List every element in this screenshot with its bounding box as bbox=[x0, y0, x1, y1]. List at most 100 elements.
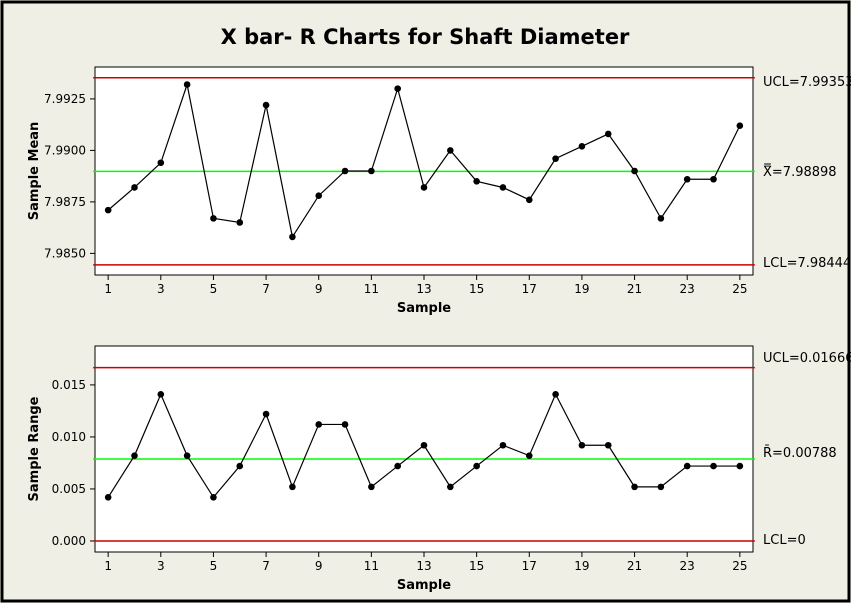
range-x-axis-label: Sample bbox=[397, 578, 451, 593]
range-x-tick-label: 11 bbox=[364, 559, 379, 573]
range-data-point bbox=[131, 452, 138, 459]
xbar-x-tick-label: 23 bbox=[680, 282, 695, 296]
xbar-data-point bbox=[552, 155, 559, 162]
xbar-data-point bbox=[631, 167, 638, 175]
chart-title: X bar- R Charts for Shaft Diameter bbox=[221, 25, 630, 49]
xbar-data-point bbox=[262, 101, 270, 109]
xbar-reference-lines bbox=[93, 76, 755, 266]
xbar-y-tick-label: 7.9875 bbox=[44, 195, 86, 209]
range-reference-lines bbox=[93, 366, 755, 542]
range-lcl-label: LCL=0 bbox=[763, 533, 806, 548]
range-data-point bbox=[525, 452, 533, 459]
xbar-x-tick-label: 9 bbox=[315, 282, 323, 296]
xbar-axis-ticks: 1 3 5 7 9 11 13 15 17 19 21 23 257.98507.98757.99007… bbox=[44, 92, 747, 296]
range-data-point bbox=[104, 493, 112, 501]
xbar-y-tick-label: 7.9900 bbox=[44, 143, 86, 157]
range-x-tick-label: 5 bbox=[210, 559, 218, 573]
xbar-y-axis-label: Sample Mean bbox=[27, 122, 42, 221]
xbar-data-point bbox=[315, 192, 323, 200]
xbar-data-point bbox=[736, 122, 744, 129]
range-data-point bbox=[315, 421, 323, 428]
range-y-tick-label: 0.015 bbox=[52, 378, 86, 392]
xbar-data-point bbox=[341, 167, 349, 175]
xbar-x-tick-label: 3 bbox=[157, 282, 165, 296]
xbar-data-point bbox=[473, 177, 480, 185]
xbar-data-point bbox=[183, 81, 191, 88]
range-x-tick-label: 21 bbox=[627, 559, 642, 573]
xbar-lcl-label: LCL=7.98444 bbox=[763, 256, 851, 271]
range-data-point bbox=[631, 483, 638, 491]
range-plot-area bbox=[94, 345, 754, 553]
xbar-data-point bbox=[104, 206, 112, 214]
range-x-tick-label: 7 bbox=[262, 559, 270, 573]
range-x-tick-label: 25 bbox=[732, 559, 747, 573]
xbar-chart-panel: 1 3 5 7 9 11 13 15 17 19 21 23 257.98507.98757.99007… bbox=[27, 66, 851, 316]
xbar-data-point bbox=[683, 175, 691, 183]
range-data-point bbox=[578, 441, 586, 449]
xbar-data-point bbox=[578, 142, 586, 150]
range-data-point bbox=[289, 483, 296, 491]
range-data-point bbox=[683, 462, 691, 470]
range-data-point bbox=[368, 483, 375, 491]
range-data-point bbox=[394, 462, 401, 470]
range-data-point bbox=[710, 462, 717, 470]
range-data-point bbox=[210, 493, 217, 501]
xbar-data-point bbox=[525, 196, 533, 204]
xbar-data-point bbox=[710, 175, 717, 183]
range-x-tick-label: 17 bbox=[522, 559, 537, 573]
xbar-x-axis-label: Sample bbox=[397, 301, 451, 316]
range-y-tick-label: 0.010 bbox=[52, 430, 86, 444]
range-y-tick-label: 0.005 bbox=[52, 482, 86, 496]
xbar-series bbox=[104, 81, 744, 241]
range-data-point bbox=[447, 483, 454, 491]
range-chart-panel: 1 3 5 7 9 11 13 15 17 19 21 23 250.0000.0050.0100.01… bbox=[27, 345, 851, 593]
xbar-x-tick-label: 13 bbox=[416, 282, 431, 296]
range-data-point bbox=[157, 390, 165, 398]
xbar-data-point bbox=[236, 219, 244, 226]
xbar-ucl-label: UCL=7.99353 bbox=[763, 75, 851, 90]
range-y-tick-label: 0.000 bbox=[52, 534, 86, 548]
xbar-data-point bbox=[394, 85, 401, 92]
range-x-tick-label: 23 bbox=[680, 559, 695, 573]
xbar-data-point bbox=[131, 184, 138, 191]
range-y-axis-label: Sample Range bbox=[27, 396, 42, 501]
range-data-point bbox=[420, 441, 428, 449]
xbar-x-tick-label: 1 bbox=[104, 282, 112, 296]
xbar-y-tick-label: 7.9925 bbox=[44, 92, 86, 106]
range-data-point bbox=[552, 390, 559, 398]
xbar-x-tick-label: 11 bbox=[364, 282, 379, 296]
xbar-x-tick-label: 7 bbox=[262, 282, 270, 296]
xbar-data-point bbox=[657, 215, 665, 222]
xbar-data-point bbox=[447, 147, 454, 154]
xbar-x-tick-label: 21 bbox=[627, 282, 642, 296]
range-x-tick-label: 9 bbox=[315, 559, 323, 573]
range-data-point bbox=[183, 452, 191, 459]
xbar-x-tick-label: 5 bbox=[210, 282, 218, 296]
range-data-point bbox=[499, 441, 507, 449]
range-axis-ticks: 1 3 5 7 9 11 13 15 17 19 21 23 250.0000.0050.0100.01… bbox=[52, 378, 748, 573]
xbar-center-label: X̿=7.98898 bbox=[763, 164, 837, 180]
range-data-point bbox=[236, 462, 244, 470]
xbar-data-point bbox=[157, 159, 165, 167]
range-data-point bbox=[736, 462, 744, 470]
xbar-x-tick-label: 17 bbox=[522, 282, 537, 296]
range-center-label: R̄=0.00788 bbox=[763, 446, 837, 461]
xbar-x-tick-label: 19 bbox=[574, 282, 589, 296]
xbar-data-point bbox=[604, 130, 612, 138]
range-x-tick-label: 19 bbox=[574, 559, 589, 573]
range-data-point bbox=[262, 410, 270, 418]
xbar-data-point bbox=[420, 184, 428, 191]
range-x-tick-label: 15 bbox=[469, 559, 484, 573]
xbar-data-point bbox=[210, 215, 217, 222]
range-data-point bbox=[657, 483, 665, 491]
range-x-tick-label: 3 bbox=[157, 559, 165, 573]
xbar-data-point bbox=[499, 184, 507, 191]
range-series bbox=[104, 390, 744, 501]
xbar-data-point bbox=[368, 167, 375, 175]
range-x-tick-label: 1 bbox=[104, 559, 112, 573]
xbar-x-tick-label: 25 bbox=[732, 282, 747, 296]
xbar-y-tick-label: 7.9850 bbox=[44, 246, 86, 260]
